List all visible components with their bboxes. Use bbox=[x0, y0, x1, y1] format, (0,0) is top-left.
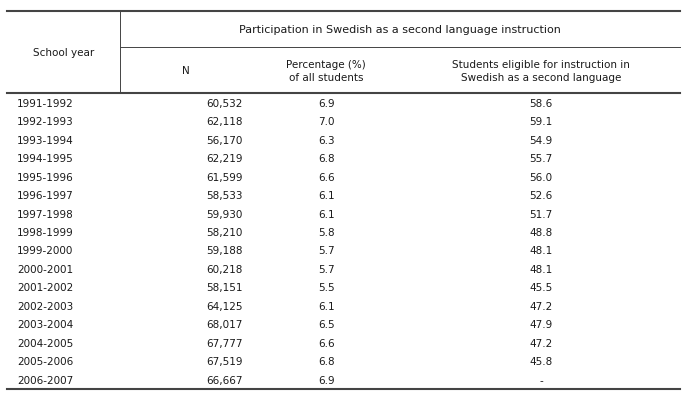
Text: 54.9: 54.9 bbox=[530, 135, 552, 145]
Text: 58,210: 58,210 bbox=[206, 227, 243, 237]
Text: 5.7: 5.7 bbox=[318, 264, 335, 274]
Text: 1998-1999: 1998-1999 bbox=[17, 227, 74, 237]
Text: 2000-2001: 2000-2001 bbox=[17, 264, 74, 274]
Text: 1997-1998: 1997-1998 bbox=[17, 209, 74, 219]
Text: N: N bbox=[181, 66, 190, 76]
Text: 6.3: 6.3 bbox=[318, 135, 335, 145]
Text: 68,017: 68,017 bbox=[206, 320, 243, 330]
Text: -: - bbox=[539, 375, 543, 385]
Text: School year: School year bbox=[33, 48, 94, 58]
Text: 2004-2005: 2004-2005 bbox=[17, 338, 74, 348]
Text: 48.8: 48.8 bbox=[530, 227, 552, 237]
Text: 45.8: 45.8 bbox=[530, 356, 552, 367]
Text: 6.6: 6.6 bbox=[318, 338, 335, 348]
Text: 6.5: 6.5 bbox=[318, 320, 335, 330]
Text: 1995-1996: 1995-1996 bbox=[17, 172, 74, 182]
Text: 51.7: 51.7 bbox=[530, 209, 552, 219]
Text: 58,533: 58,533 bbox=[206, 190, 243, 200]
Text: 2003-2004: 2003-2004 bbox=[17, 320, 74, 330]
Text: Percentage (%)
of all students: Percentage (%) of all students bbox=[286, 60, 366, 82]
Text: 2001-2002: 2001-2002 bbox=[17, 283, 74, 293]
Text: 59,188: 59,188 bbox=[206, 246, 243, 256]
Text: 6.9: 6.9 bbox=[318, 375, 335, 385]
Text: 64,125: 64,125 bbox=[206, 301, 243, 311]
Text: 6.1: 6.1 bbox=[318, 301, 335, 311]
Text: 6.6: 6.6 bbox=[318, 172, 335, 182]
Text: 6.1: 6.1 bbox=[318, 209, 335, 219]
Text: 1994-1995: 1994-1995 bbox=[17, 154, 74, 164]
Text: 48.1: 48.1 bbox=[530, 264, 552, 274]
Text: 59,930: 59,930 bbox=[206, 209, 243, 219]
Text: 60,218: 60,218 bbox=[206, 264, 243, 274]
Text: 2002-2003: 2002-2003 bbox=[17, 301, 74, 311]
Text: 2005-2006: 2005-2006 bbox=[17, 356, 74, 367]
Text: 60,532: 60,532 bbox=[206, 99, 243, 108]
Text: 61,599: 61,599 bbox=[206, 172, 243, 182]
Text: 1993-1994: 1993-1994 bbox=[17, 135, 74, 145]
Text: 6.8: 6.8 bbox=[318, 154, 335, 164]
Text: 48.1: 48.1 bbox=[530, 246, 552, 256]
Text: 6.8: 6.8 bbox=[318, 356, 335, 367]
Text: 6.1: 6.1 bbox=[318, 190, 335, 200]
Text: 5.8: 5.8 bbox=[318, 227, 335, 237]
Text: 47.2: 47.2 bbox=[530, 338, 552, 348]
Text: 2006-2007: 2006-2007 bbox=[17, 375, 74, 385]
Text: 66,667: 66,667 bbox=[206, 375, 243, 385]
Text: 1991-1992: 1991-1992 bbox=[17, 99, 74, 108]
Text: 52.6: 52.6 bbox=[530, 190, 552, 200]
Text: Students eligible for instruction in
Swedish as a second language: Students eligible for instruction in Swe… bbox=[452, 60, 630, 82]
Text: 45.5: 45.5 bbox=[530, 283, 552, 293]
Text: 1996-1997: 1996-1997 bbox=[17, 190, 74, 200]
Text: 56.0: 56.0 bbox=[530, 172, 552, 182]
Text: 1999-2000: 1999-2000 bbox=[17, 246, 74, 256]
Text: 6.9: 6.9 bbox=[318, 99, 335, 108]
Text: 47.2: 47.2 bbox=[530, 301, 552, 311]
Text: 62,118: 62,118 bbox=[206, 117, 243, 127]
Text: 7.0: 7.0 bbox=[318, 117, 335, 127]
Text: 47.9: 47.9 bbox=[530, 320, 552, 330]
Text: 55.7: 55.7 bbox=[530, 154, 552, 164]
Text: Participation in Swedish as a second language instruction: Participation in Swedish as a second lan… bbox=[239, 25, 561, 35]
Text: 62,219: 62,219 bbox=[206, 154, 243, 164]
Text: 58.6: 58.6 bbox=[530, 99, 552, 108]
Text: 58,151: 58,151 bbox=[206, 283, 243, 293]
Text: 59.1: 59.1 bbox=[530, 117, 552, 127]
Text: 5.7: 5.7 bbox=[318, 246, 335, 256]
Text: 5.5: 5.5 bbox=[318, 283, 335, 293]
Text: 1992-1993: 1992-1993 bbox=[17, 117, 74, 127]
Text: 67,777: 67,777 bbox=[206, 338, 243, 348]
Text: 56,170: 56,170 bbox=[206, 135, 243, 145]
Text: 67,519: 67,519 bbox=[206, 356, 243, 367]
